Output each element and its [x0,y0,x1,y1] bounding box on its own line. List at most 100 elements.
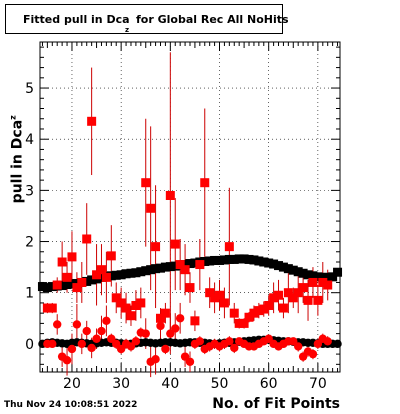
square-point [111,293,121,303]
square-point [219,255,229,265]
circle-point [225,337,234,346]
square-point [200,178,210,188]
square-point [249,255,259,265]
square-point [274,290,284,300]
square-point [146,265,156,275]
square-point [269,259,279,269]
axis-ticks [40,42,340,372]
square-point [116,298,126,308]
square-point [67,279,77,289]
square-point [239,254,249,264]
x-axis-label: No. of Fit Points [212,396,340,412]
square-point [180,260,190,270]
circle-point [171,324,180,333]
x-tick-label: 60 [260,376,278,392]
square-point [298,283,308,293]
square-point [224,254,234,264]
square-point [155,263,165,273]
circle-point [131,337,141,346]
square-point [249,308,259,318]
square-point [155,313,165,323]
square-point [239,318,249,328]
square-point [274,261,284,271]
square-point [126,268,136,278]
square-point [170,261,180,271]
circle-point [62,356,72,365]
square-point [244,312,254,322]
square-point [269,293,279,303]
circle-point [185,357,195,366]
square-point [210,255,220,265]
square-point [234,318,244,328]
square-point [131,268,141,278]
square-point [318,277,328,287]
square-point [190,316,200,326]
square-point [313,295,323,305]
circle-point [53,320,62,329]
y-tick-label: 5 [25,81,34,97]
circle-point [151,355,160,364]
y-axis-label-text: pull in Dca [9,119,26,204]
square-point [106,271,116,281]
square-point [87,275,97,285]
square-point [47,282,57,292]
square-point [160,308,170,318]
square-point [82,276,92,286]
square-point [67,252,77,262]
square-point [101,272,111,282]
square-point [264,300,274,310]
circle-point [102,316,111,326]
square-point [62,280,72,290]
chart-title-rest: for Global Rec All NoHits [136,13,289,26]
circle-point [156,321,165,331]
circle-point [141,329,150,338]
square-point [205,288,215,298]
square-point [254,306,264,316]
square-point [308,277,318,287]
square-point [323,272,333,282]
square-point [121,303,131,313]
chart-title: Fitted pull in Dca [23,13,130,26]
square-point [259,257,269,267]
x-tick-label: 40 [161,376,179,392]
square-point [72,283,82,293]
square-point [92,270,102,280]
y-tick-label: 1 [25,286,34,302]
square-point [293,267,303,277]
square-point [57,257,67,267]
square-point [146,203,156,213]
circle-point [77,339,87,349]
circle-point [67,344,77,354]
tick-labels: 20 30 40 50 60 70 0 1 2 3 4 5 [25,81,327,392]
square-point [210,293,220,303]
square-point [259,304,269,314]
square-point [328,272,338,282]
square-point [205,256,215,266]
square-point [288,293,298,303]
square-point [165,190,175,200]
square-point [151,264,161,274]
y-tick-label: 4 [25,132,34,148]
square-point [308,271,318,281]
circle-point [333,339,342,349]
square-point [175,260,185,270]
square-point [106,251,116,261]
square-point [333,267,343,277]
square-point [42,283,52,293]
circle-point [72,320,82,329]
square-point [293,288,303,298]
square-point [96,272,106,282]
square-point [111,270,121,280]
square-point [126,311,136,321]
square-point [229,254,239,264]
circle-point [82,326,91,336]
y-axis-label-wrap: pull in Dcaz [2,115,26,203]
x-tick-label: 20 [63,376,81,392]
square-point [244,254,254,264]
square-point [77,277,87,287]
square-point [185,259,195,269]
square-point [121,269,131,279]
square-point [298,268,308,278]
circle-point [161,344,170,354]
y-axis-label-subscript: z [8,115,18,120]
